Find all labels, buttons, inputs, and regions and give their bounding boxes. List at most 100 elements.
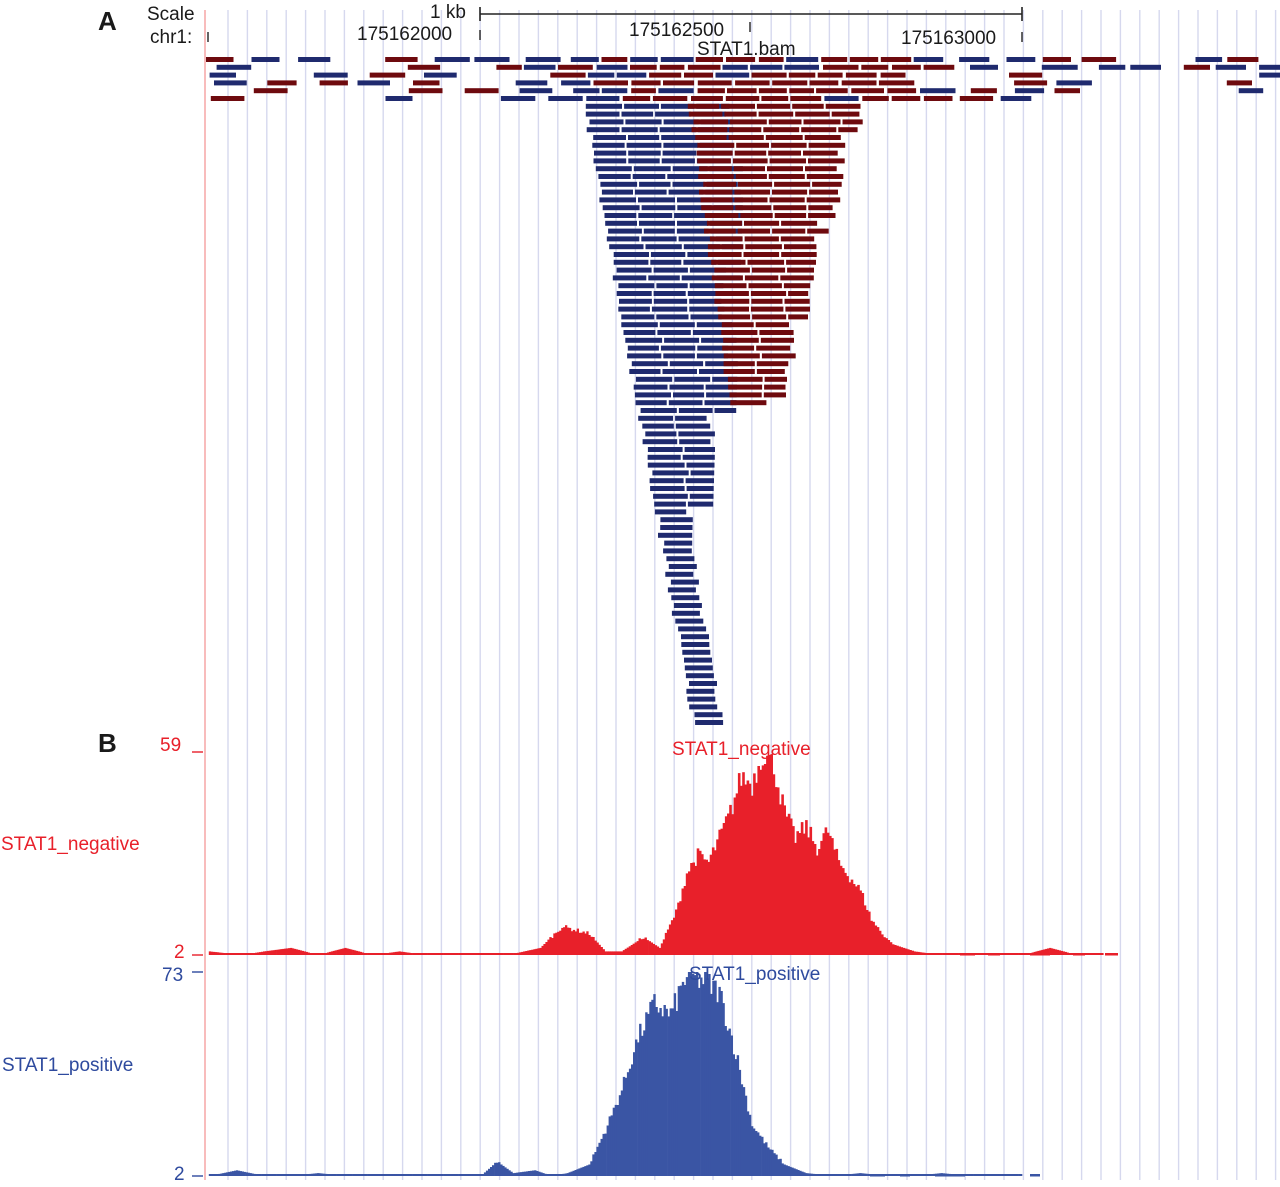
read-forward [643, 228, 675, 234]
coverage-bar [237, 953, 240, 955]
read-forward [1215, 64, 1246, 70]
coverage-bar [639, 1023, 642, 1176]
coverage-bar [958, 953, 961, 955]
coverage-bar [545, 942, 548, 955]
coverage-bar [898, 946, 901, 955]
read-forward [585, 103, 622, 109]
read-forward [616, 72, 647, 78]
read-forward [648, 275, 680, 281]
coverage-bar [373, 953, 376, 955]
read-forward [671, 610, 700, 616]
coverage-bar [775, 1154, 778, 1176]
coverage-bar [292, 948, 295, 955]
coverage-bar [894, 1174, 897, 1176]
coverage-bar [210, 951, 214, 955]
read-reverse [849, 57, 879, 62]
read-forward [676, 228, 709, 234]
read-forward [625, 119, 662, 125]
read-reverse [718, 314, 751, 320]
read-reverse [808, 158, 845, 164]
read-reverse [841, 80, 877, 86]
coverage-bar [365, 1174, 368, 1176]
coverage-bar [429, 953, 432, 955]
coverage-bar [270, 1174, 273, 1176]
read-forward [612, 275, 647, 281]
coverage-bar [290, 947, 293, 955]
coverage-bar [514, 1172, 517, 1176]
coverage-bar [468, 1174, 471, 1176]
negative-track-side-label[interactable]: STAT1_negative [1, 834, 140, 855]
coverage-bar [694, 975, 697, 1176]
coverage-bar [746, 780, 750, 955]
read-reverse [687, 103, 720, 109]
coverage-bar [425, 953, 428, 955]
coverage-bar [994, 1174, 998, 1176]
tick-label: 175162500 [629, 20, 725, 41]
coverage-bar [523, 951, 526, 955]
read-reverse [744, 236, 779, 242]
coverage-bar [622, 950, 626, 955]
coverage-bar [691, 973, 695, 1176]
coverage-bar [1070, 953, 1073, 955]
coverage-bar [733, 797, 737, 955]
coverage-bar [592, 1154, 595, 1176]
panel-label-a: A [98, 6, 117, 36]
coverage-bar [534, 1170, 537, 1176]
coverage-bar [297, 949, 301, 955]
read-reverse [761, 96, 789, 101]
read-forward [424, 72, 457, 78]
coverage-bar [243, 1171, 246, 1176]
coverage-bar [763, 1143, 766, 1176]
coverage-bar [458, 953, 461, 955]
coverage-bar [624, 1077, 628, 1176]
coverage-bar [1047, 948, 1050, 955]
read-reverse [756, 345, 791, 351]
coverage-bar [685, 873, 689, 955]
coverage-bar [263, 951, 266, 955]
coverage-bar [568, 1172, 571, 1176]
coverage-bar [332, 1174, 335, 1176]
coverage-segment [1073, 953, 1085, 956]
coverage-bar [390, 1174, 394, 1176]
coverage-bar [299, 1174, 303, 1176]
coverage-bar [604, 1133, 607, 1176]
coverage-bar [501, 953, 504, 955]
coverage-bar [805, 820, 808, 955]
coverage-bar [657, 1012, 660, 1176]
coverage-bar [259, 952, 262, 955]
coverage-bar [883, 937, 886, 955]
read-forward [658, 88, 694, 94]
coverage-bar [392, 1174, 395, 1176]
coverage-bar [553, 933, 556, 955]
coverage-bar [650, 942, 653, 955]
coverage-bar [714, 850, 717, 955]
coverage-bar [835, 848, 839, 955]
coverage-bar [673, 917, 676, 955]
coverage-bar [294, 1174, 297, 1176]
coverage-bar [840, 1174, 843, 1176]
read-reverse [788, 291, 809, 296]
coverage-bar [263, 1174, 266, 1176]
coverage-bar [526, 1171, 529, 1176]
coverage-bar [1016, 1174, 1019, 1176]
positive-track-side-label[interactable]: STAT1_positive [2, 1055, 134, 1076]
read-forward [1130, 64, 1161, 70]
coverage-bar [359, 951, 363, 955]
read-forward [628, 158, 660, 164]
coverage-bar [748, 783, 752, 955]
coverage-bar [718, 829, 721, 955]
coverage-bar [570, 1171, 573, 1176]
coverage-bar [1025, 953, 1029, 955]
read-forward [673, 392, 705, 398]
coverage-bar [396, 1174, 399, 1176]
read-reverse [878, 80, 915, 86]
read-reverse [697, 158, 731, 164]
read-forward [1195, 57, 1223, 62]
read-forward [663, 119, 699, 125]
read-reverse [831, 111, 860, 117]
coverage-bar [1087, 953, 1091, 955]
coverage-bar [274, 1174, 277, 1176]
coverage-bar [487, 953, 490, 955]
coverage-bar [288, 1174, 291, 1176]
read-forward [684, 657, 712, 663]
